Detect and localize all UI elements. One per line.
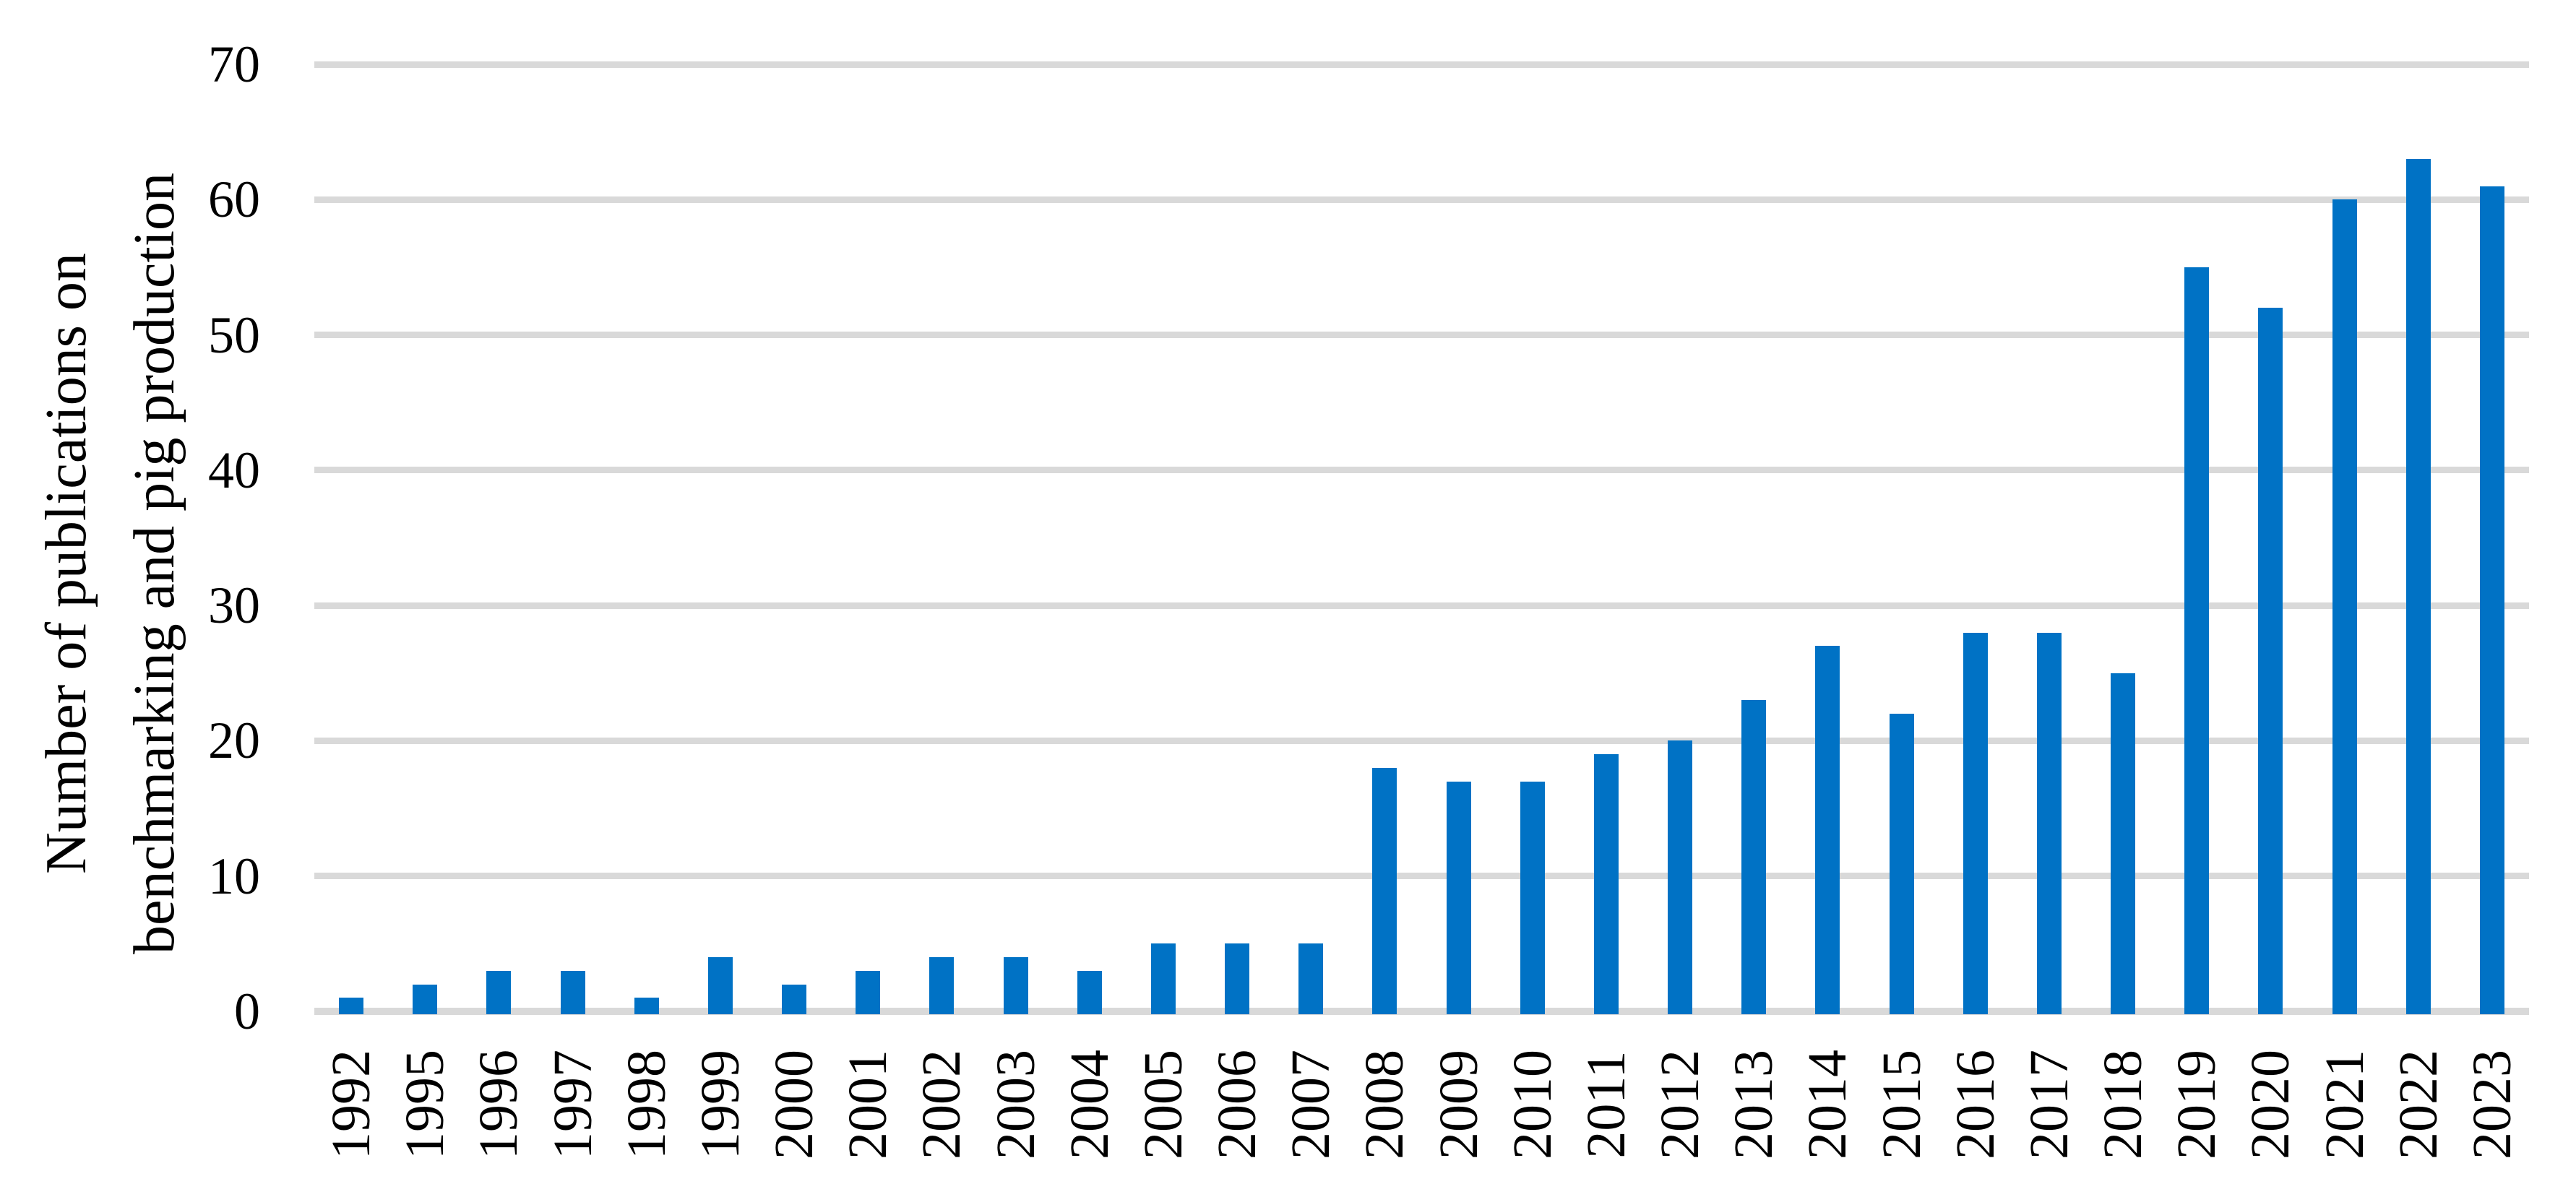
bar-2004 <box>1077 970 1102 1014</box>
bar-1998 <box>634 998 659 1014</box>
y-axis-title-line-2: benchmarking and pig production <box>123 173 186 954</box>
x-tick-label-2019: 2019 <box>2166 1050 2228 1159</box>
bar-1992 <box>339 998 364 1014</box>
x-tick-label-2003: 2003 <box>985 1050 1046 1159</box>
x-tick-label-2001: 2001 <box>837 1050 899 1159</box>
x-tick-label-2021: 2021 <box>2314 1050 2375 1159</box>
bar-1997 <box>560 970 585 1014</box>
bar-2019 <box>2184 267 2210 1014</box>
bar-2013 <box>1741 700 1767 1014</box>
bar-2001 <box>856 970 881 1014</box>
gridline-10 <box>314 873 2529 880</box>
x-tick-label-1998: 1998 <box>616 1050 677 1159</box>
gridline-50 <box>314 332 2529 339</box>
bar-2017 <box>2036 632 2062 1014</box>
y-tick-label-50: 50 <box>208 306 260 364</box>
bar-2005 <box>1150 943 1176 1014</box>
bar-2009 <box>1446 781 1471 1014</box>
x-tick-label-2010: 2010 <box>1502 1050 1563 1159</box>
y-axis-title-line-1: Number of publications on <box>35 253 98 874</box>
bar-2021 <box>2332 199 2357 1014</box>
gridline-70 <box>314 61 2529 68</box>
bar-2022 <box>2405 159 2431 1014</box>
y-tick-label-40: 40 <box>208 441 260 499</box>
y-tick-label-20: 20 <box>208 712 260 770</box>
x-tick-label-1999: 1999 <box>689 1050 751 1159</box>
x-tick-label-2015: 2015 <box>1871 1050 1932 1159</box>
x-tick-label-2016: 2016 <box>1944 1050 2006 1159</box>
x-tick-label-2013: 2013 <box>1723 1050 1785 1159</box>
bar-2010 <box>1520 781 1545 1014</box>
x-tick-label-2022: 2022 <box>2387 1050 2449 1159</box>
bar-2014 <box>1815 646 1840 1014</box>
y-tick-label-70: 70 <box>208 35 260 93</box>
bar-2018 <box>2111 673 2136 1014</box>
bar-2002 <box>929 957 955 1014</box>
x-tick-label-2008: 2008 <box>1354 1050 1416 1159</box>
x-tick-label-2014: 2014 <box>1797 1050 1858 1159</box>
gridline-60 <box>314 196 2529 203</box>
bar-2007 <box>1298 943 1324 1014</box>
x-tick-label-2020: 2020 <box>2240 1050 2301 1159</box>
x-tick-label-1992: 1992 <box>321 1050 382 1159</box>
bar-2020 <box>2258 308 2283 1014</box>
bar-1995 <box>413 984 438 1014</box>
bar-2006 <box>1225 943 1250 1014</box>
x-tick-label-2018: 2018 <box>2093 1050 2154 1159</box>
bar-2012 <box>1668 740 1693 1014</box>
gridline-20 <box>314 737 2529 744</box>
y-axis-title: Number of publications on benchmarking a… <box>22 173 199 954</box>
bar-2016 <box>1963 632 1988 1014</box>
bar-1999 <box>707 957 733 1014</box>
y-tick-label-30: 30 <box>208 576 260 635</box>
x-tick-label-2002: 2002 <box>911 1050 973 1159</box>
x-tick-label-2005: 2005 <box>1132 1050 1194 1159</box>
y-tick-label-10: 10 <box>208 847 260 905</box>
x-tick-label-2011: 2011 <box>1575 1050 1637 1159</box>
x-tick-label-2009: 2009 <box>1428 1050 1489 1159</box>
x-tick-label-2017: 2017 <box>2018 1050 2080 1159</box>
bar-2023 <box>2479 186 2504 1014</box>
gridline-0 <box>314 1008 2529 1015</box>
x-tick-label-2004: 2004 <box>1059 1050 1120 1159</box>
y-tick-label-60: 60 <box>208 170 260 229</box>
bar-1996 <box>486 970 512 1014</box>
bar-2011 <box>1593 754 1619 1014</box>
x-tick-label-2012: 2012 <box>1650 1050 1711 1159</box>
bar-2003 <box>1003 957 1028 1014</box>
x-tick-label-2023: 2023 <box>2461 1050 2523 1159</box>
x-tick-label-1996: 1996 <box>468 1050 530 1159</box>
x-tick-label-1997: 1997 <box>542 1050 603 1159</box>
gridline-40 <box>314 467 2529 474</box>
bar-2015 <box>1889 713 1914 1014</box>
x-tick-label-2000: 2000 <box>764 1050 825 1159</box>
bar-2000 <box>782 984 807 1014</box>
x-tick-label-2006: 2006 <box>1207 1050 1268 1159</box>
gridline-30 <box>314 602 2529 609</box>
y-tick-label-0: 0 <box>234 982 260 1040</box>
x-tick-label-1995: 1995 <box>395 1050 456 1159</box>
x-tick-label-2007: 2007 <box>1280 1050 1342 1159</box>
bar-2008 <box>1372 767 1397 1014</box>
